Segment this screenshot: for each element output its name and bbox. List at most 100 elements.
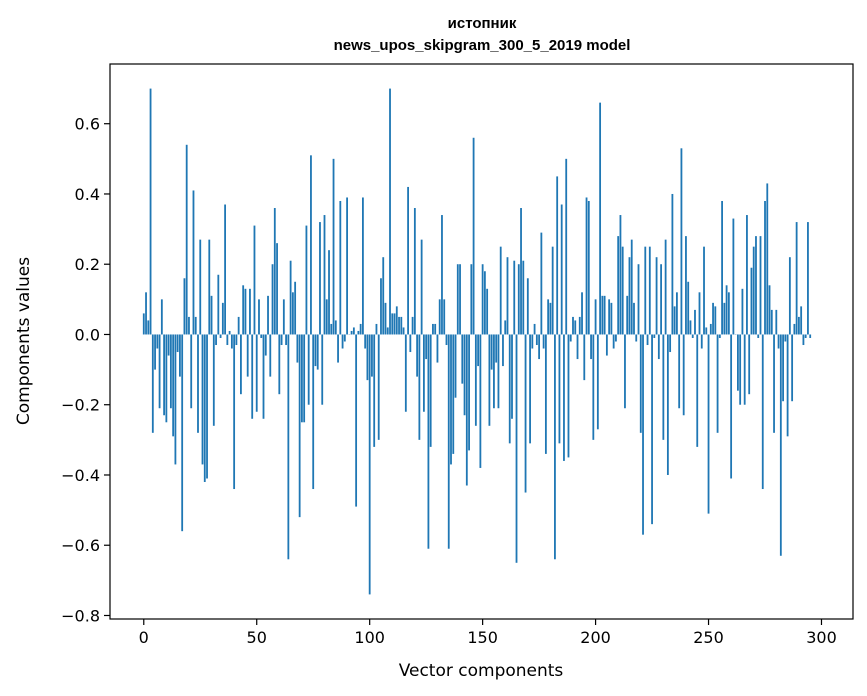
bar [163,334,166,416]
bar [531,334,534,349]
bar [809,334,812,338]
bar [718,334,721,338]
bar [154,334,156,370]
bar [655,257,658,335]
bar [585,197,588,335]
bar [511,334,513,419]
bar [572,316,574,335]
bar [470,264,473,335]
x-axis-label: Vector components [399,661,564,681]
bar [237,316,240,335]
bar [267,295,269,335]
bar [567,334,570,458]
bar [393,313,396,335]
chart-title-line2: news_upos_skipgram_300_5_2019 model [334,37,631,54]
bar [145,292,147,335]
bar [784,334,787,342]
bar [773,334,775,433]
bar [172,334,175,437]
bar [418,334,421,440]
bar [332,158,335,335]
bar [648,246,651,335]
bar [346,197,348,335]
bar [445,334,448,346]
bar [757,334,760,338]
bar [795,222,798,335]
bar [574,320,577,335]
bar [273,208,276,335]
bar [296,334,299,363]
bar [653,334,656,338]
bar [192,190,195,335]
bar [637,264,640,335]
bar [576,334,579,360]
bar [644,246,647,335]
bar [493,334,495,409]
bar [547,299,550,335]
bar [549,302,552,335]
bar [251,334,254,419]
bar [662,334,665,440]
bar [750,267,753,335]
x-tick-label: 100 [354,628,385,647]
bar [420,239,423,335]
bar [201,334,204,465]
x-tick-label: 150 [467,628,498,647]
bar [599,102,602,335]
plot-frame [109,63,854,620]
bar [409,334,412,353]
bar [181,334,184,532]
bar [714,306,717,335]
bar [788,257,791,335]
bar [280,334,283,346]
bar [425,334,428,360]
bar [725,285,728,335]
bar [533,323,536,335]
bar [558,334,561,444]
bar [371,334,373,377]
bar [398,316,400,335]
bar [343,334,346,342]
bar [479,334,482,468]
bar [459,264,461,335]
bar [443,299,446,335]
bar [368,334,371,595]
bar [242,285,245,335]
bar [554,334,556,560]
bar [395,306,398,335]
bar [407,186,409,335]
bar [321,334,324,405]
bar [176,334,179,353]
bar [307,334,310,405]
x-tick-label: 250 [693,628,724,647]
bar [542,334,545,349]
bar [612,334,615,349]
bar [764,200,766,335]
bar [488,334,491,426]
bar [160,299,163,335]
bar [723,302,726,335]
bar [630,239,633,335]
bar [432,323,434,335]
bar [777,334,780,349]
bar [551,246,554,335]
bar [289,260,292,335]
bar [235,334,238,346]
bar [596,334,599,430]
bar [179,334,181,377]
bar [766,183,769,335]
y-tick-label: 0.4 [75,185,100,204]
bar [691,334,694,338]
bar [456,264,459,335]
bar [199,239,202,335]
bar [626,295,629,335]
bar [664,239,667,335]
bar [802,334,805,346]
bar [230,334,233,349]
bar-series [142,88,812,595]
bar [581,292,583,335]
bar [325,299,328,335]
bar [386,327,389,335]
bar [285,334,287,346]
bar [529,334,531,444]
